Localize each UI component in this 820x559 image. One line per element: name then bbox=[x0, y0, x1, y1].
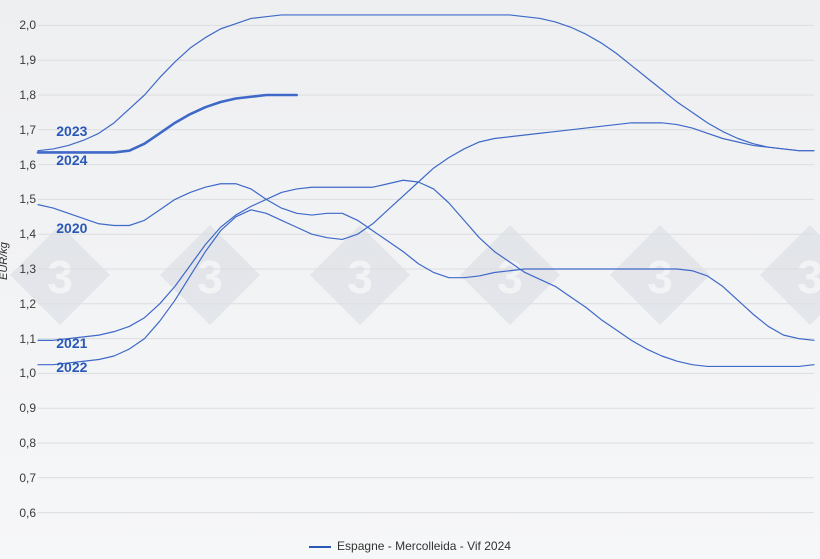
price-line-chart: EUR/kg 0,60,70,80,91,01,11,21,31,41,51,6… bbox=[0, 0, 820, 559]
y-tick-label: 1,0 bbox=[6, 366, 36, 380]
y-tick-label: 0,6 bbox=[6, 506, 36, 520]
series-line-2022 bbox=[38, 123, 814, 365]
svg-text:3: 3 bbox=[347, 251, 373, 303]
plot-svg: 333333 bbox=[0, 0, 820, 559]
legend: Espagne - Mercolleida - Vif 2024 bbox=[0, 539, 820, 553]
y-tick-label: 1,8 bbox=[6, 88, 36, 102]
y-tick-label: 1,2 bbox=[6, 297, 36, 311]
y-tick-label: 1,1 bbox=[6, 332, 36, 346]
series-label-2020: 2020 bbox=[56, 220, 87, 236]
svg-text:3: 3 bbox=[797, 251, 820, 303]
y-tick-label: 1,4 bbox=[6, 227, 36, 241]
svg-text:3: 3 bbox=[47, 251, 73, 303]
grid-layer bbox=[38, 25, 814, 512]
lines-layer bbox=[38, 15, 814, 366]
series-label-2023: 2023 bbox=[56, 123, 87, 139]
legend-swatch bbox=[309, 546, 331, 548]
series-label-2022: 2022 bbox=[56, 359, 87, 375]
y-tick-label: 1,5 bbox=[6, 192, 36, 206]
legend-text: Espagne - Mercolleida - Vif 2024 bbox=[337, 539, 511, 553]
y-tick-label: 1,9 bbox=[6, 53, 36, 67]
y-tick-label: 1,3 bbox=[6, 262, 36, 276]
watermark-layer: 333333 bbox=[10, 225, 820, 325]
y-tick-label: 1,7 bbox=[6, 123, 36, 137]
y-tick-label: 0,7 bbox=[6, 471, 36, 485]
y-tick-label: 0,8 bbox=[6, 436, 36, 450]
series-line-2020 bbox=[38, 184, 814, 341]
y-tick-label: 2,0 bbox=[6, 18, 36, 32]
series-label-2024: 2024 bbox=[56, 152, 87, 168]
series-label-2021: 2021 bbox=[56, 335, 87, 351]
svg-text:3: 3 bbox=[497, 251, 523, 303]
svg-text:3: 3 bbox=[647, 251, 673, 303]
y-tick-label: 0,9 bbox=[6, 401, 36, 415]
y-tick-label: 1,6 bbox=[6, 158, 36, 172]
